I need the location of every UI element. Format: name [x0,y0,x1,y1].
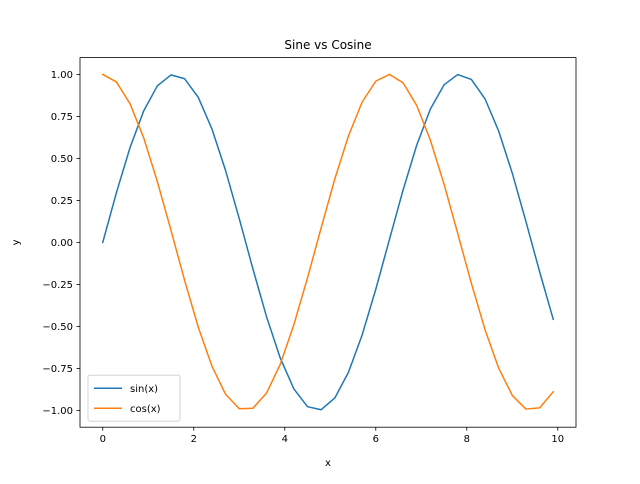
y-tick-label: 1.00 [51,70,73,81]
legend-box [87,374,181,422]
y-tick-label: 0.75 [51,112,73,123]
legend-label-1: cos(x) [130,404,161,415]
x-tick-label: 10 [551,434,564,445]
y-tick-label: −0.25 [42,280,73,291]
plot-area [101,73,555,411]
x-tick-label: 2 [191,434,197,445]
legend: sin(x) cos(x) [87,374,181,422]
legend-label-0: sin(x) [130,384,158,395]
chart-title: Sine vs Cosine [284,38,371,52]
y-tick-label: −1.00 [42,406,73,417]
y-axis: −1.00 −0.75 −0.50 −0.25 0.00 0.25 0.50 0.75 1.00 [42,70,80,417]
y-tick-label: 0.50 [51,154,73,165]
x-tick-label: 8 [464,434,470,445]
y-tick-label: −0.50 [42,322,73,333]
y-tick-label: −0.75 [42,364,73,375]
x-tick-label: 4 [282,434,288,445]
y-tick-label: 0.25 [51,196,73,207]
x-axis-label: x [325,458,331,469]
x-tick-label: 6 [373,434,379,445]
x-axis: 0 2 4 6 8 10 [100,427,564,445]
y-axis-label: y [11,239,22,245]
x-tick-label: 0 [100,434,106,445]
series-line-1 [101,73,555,410]
y-tick-label: 0.00 [51,238,73,249]
axes-frame [79,57,577,428]
series-line-0 [101,73,555,411]
